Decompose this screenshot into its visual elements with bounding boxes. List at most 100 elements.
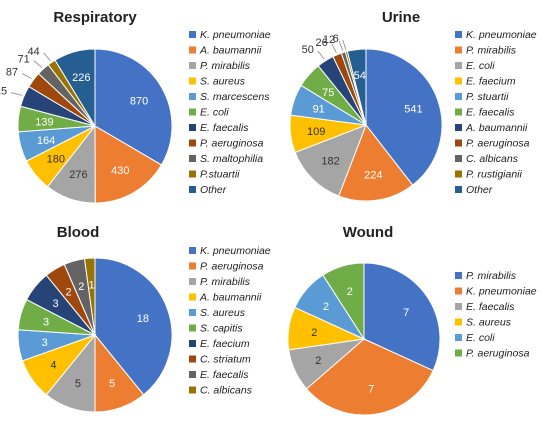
respiratory-legend-swatch-p-mirabilis: [189, 62, 196, 69]
blood-legend-swatch-p-aeruginosa: [189, 262, 196, 270]
blood-data-label-k-pneumoniae: 18: [137, 313, 149, 325]
respiratory-legend-swatch-e-faecalis: [189, 124, 196, 131]
respiratory-leader-line: [21, 73, 32, 80]
wound-data-label-p-aeruginosa: 2: [347, 286, 353, 298]
urine-legend-label-e-coli: E. coli: [466, 60, 495, 72]
urine-legend-swatch-p-stuartii: [455, 93, 462, 100]
wound-slice-p-aeruginosa: [322, 262, 365, 341]
respiratory-leader-line: [43, 52, 51, 62]
urine-legend-swatch-c-albicans: [455, 155, 462, 162]
wound-legend-swatch-s-aureus: [455, 318, 462, 326]
respiratory-legend-label-other: Other: [200, 184, 227, 196]
blood-data-label-s-capitis: 3: [43, 316, 49, 328]
respiratory-slice-k-pneumoniae: [94, 48, 173, 166]
blood-legend-swatch-a-baumannii: [189, 293, 196, 301]
wound-data-label-k-pneumoniae: 7: [368, 384, 374, 396]
respiratory-data-label-s-marcescens: 164: [37, 135, 55, 147]
urine-legend-swatch-p-mirabilis: [455, 46, 462, 54]
respiratory-data-label-a-baumannii: 430: [111, 165, 129, 177]
blood-data-label-p-aeruginosa: 5: [109, 378, 115, 390]
urine-legend-label-a-baumannii: A. baumannii: [465, 122, 528, 134]
wound-legend-label-s-aureus: S. aureus: [466, 317, 512, 329]
wound-data-label-p-mirabilis: 7: [403, 307, 409, 319]
respiratory-legend-label-e-faecalis: E. faecalis: [200, 122, 249, 134]
wound-legend-label-p-mirabilis: P. mirabilis: [466, 270, 517, 282]
urine-data-label-k-pneumoniae: 541: [404, 104, 422, 116]
urine-slice-other: [346, 48, 367, 126]
urine-slice-e-coli: [294, 124, 367, 197]
urine-legend-swatch-e-faecalis: [455, 108, 462, 116]
wound-data-label-e-coli: 2: [323, 301, 329, 313]
urine-legend-swatch-a-baumannii: [455, 124, 462, 131]
urine-legend-label-p-stuartii: P. stuartii: [466, 91, 509, 103]
blood-legend-label-s-capitis: S. capitis: [200, 323, 243, 335]
urine-legend-swatch-k-pneumoniae: [455, 31, 462, 38]
blood-legend-swatch-p-mirabilis: [189, 278, 196, 285]
wound-slice-k-pneumoniae: [305, 338, 434, 416]
urine-leader-line: [331, 43, 337, 54]
respiratory-legend-swatch-k-pneumoniae: [189, 31, 196, 38]
blood-slice-c-albicans: [83, 257, 96, 336]
urine-legend-label-p-rustigianii: P. rustigianii: [466, 169, 523, 181]
urine-data-label-a-baumannii: 50: [302, 44, 314, 56]
wound-slice-p-mirabilis: [363, 262, 441, 372]
urine-legend-label-p-mirabilis: P. mirabilis: [466, 45, 517, 57]
urine-legend-swatch-p-aeruginosa: [455, 139, 462, 147]
blood-data-label-c-albicans: 1: [88, 279, 94, 291]
blood-legend-swatch-c-albicans: [189, 386, 196, 394]
respiratory-legend-label-k-pneumoniae: K. pneumoniae: [200, 29, 271, 41]
blood-legend-label-k-pneumoniae: K. pneumoniae: [200, 245, 271, 257]
blood-legend-swatch-e-faecalis: [189, 371, 196, 378]
respiratory-legend-swatch-s-aureus: [189, 77, 196, 85]
blood-legend-label-c-albicans: C. albicans: [200, 385, 253, 397]
urine-data-label-p-aeruginosa: 26: [316, 37, 328, 49]
respiratory-legend-label-p-mirabilis: P. mirabilis: [200, 60, 251, 72]
respiratory-legend-label-a-baumannii: A. baumannii: [199, 45, 262, 57]
respiratory-data-label-p-mirabilis: 276: [69, 169, 87, 181]
blood-legend-label-p-aeruginosa: P. aeruginosa: [200, 261, 264, 273]
wound-chart-title: Wound: [343, 224, 394, 241]
respiratory-chart-title: Respiratory: [53, 9, 137, 26]
respiratory-legend-label-s-marcescens: S. marcescens: [200, 91, 270, 103]
blood-legend-label-p-mirabilis: P. mirabilis: [200, 276, 251, 288]
respiratory-data-label-e-coli: 139: [35, 116, 53, 128]
blood-legend-label-a-baumannii: A. baumannii: [199, 292, 262, 304]
urine-data-label-e-coli: 182: [321, 156, 339, 168]
blood-legend-swatch-s-aureus: [189, 309, 196, 316]
wound-data-label-e-faecalis: 2: [315, 355, 321, 367]
urine-legend-label-e-faecium: E. faecium: [466, 76, 516, 88]
respiratory-data-label-p-aeruginosa: 87: [6, 66, 18, 78]
blood-chart-title: Blood: [57, 224, 100, 241]
blood-data-label-p-mirabilis: 5: [75, 378, 81, 390]
urine-chart-title: Urine: [382, 9, 420, 26]
urine-data-label-c-albicans: 12: [323, 34, 335, 46]
wound-legend-label-p-aeruginosa: P. aeruginosa: [466, 348, 530, 360]
respiratory-legend-label-e-coli: E. coli: [200, 107, 229, 119]
urine-legend-label-k-pneumoniae: K. pneumoniae: [466, 29, 537, 41]
urine-legend-label-e-faecalis: E. faecalis: [466, 107, 515, 119]
blood-data-label-a-baumannii: 4: [50, 359, 56, 371]
respiratory-data-label-other: 226: [72, 72, 90, 84]
urine-leader-line: [317, 50, 325, 60]
respiratory-legend-label-s-aureus: S. aureus: [200, 76, 246, 88]
blood-legend-swatch-s-capitis: [189, 324, 196, 332]
blood-legend-label-s-aureus: S. aureus: [200, 307, 246, 319]
blood-slice-k-pneumoniae: [94, 257, 173, 396]
wound-legend-label-e-faecalis: E. faecalis: [466, 301, 515, 313]
wound-legend-swatch-k-pneumoniae: [455, 287, 462, 295]
respiratory-data-label-s-maltophilia: 71: [18, 54, 30, 66]
wound-legend-swatch-e-faecalis: [455, 303, 462, 310]
urine-slice-k-pneumoniae: [365, 48, 443, 186]
respiratory-legend-swatch-s-maltophilia: [189, 155, 196, 162]
urine-data-label-p-mirabilis: 224: [364, 170, 382, 182]
urine-legend-swatch-e-coli: [455, 62, 462, 69]
respiratory-slice-a-baumannii: [94, 125, 163, 204]
respiratory-legend-swatch-e-coli: [189, 108, 196, 116]
blood-legend-label-c-striatum: C. striatum: [200, 354, 251, 366]
urine-legend-label-other: Other: [466, 184, 493, 196]
blood-data-label-e-faecium: 3: [53, 298, 59, 310]
